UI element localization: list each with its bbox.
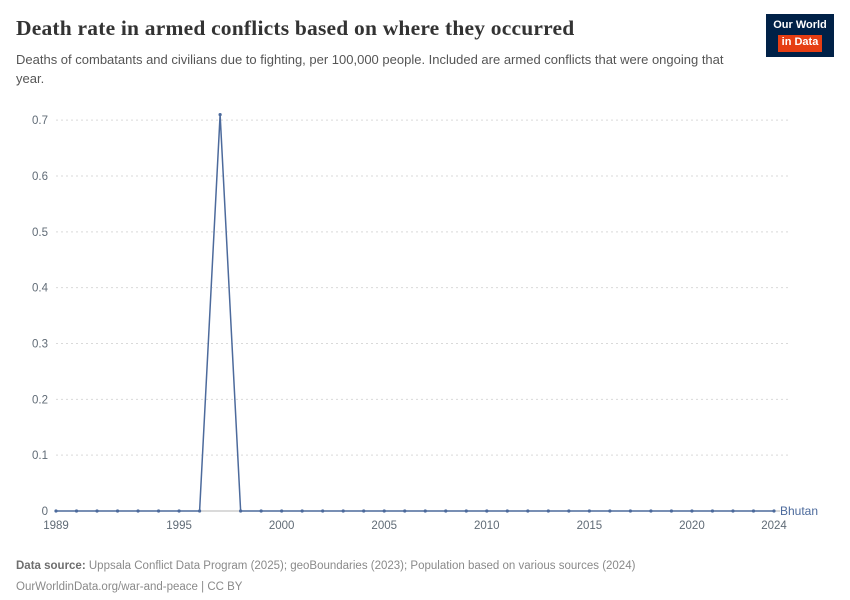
svg-text:2000: 2000 xyxy=(269,520,295,532)
chart-area: 0 0.1 0.2 0.3 0.4 0.5 0.6 0.7 1989 1995 2000 2005 20… xyxy=(16,93,834,550)
footer-link: OurWorldinData.org/war-and-peace | CC BY xyxy=(16,581,243,594)
owid-logo: Our World in Data xyxy=(766,14,834,57)
chart-header: Death rate in armed conflicts based on w… xyxy=(16,14,834,89)
svg-text:0.1: 0.1 xyxy=(32,450,48,462)
svg-text:2024: 2024 xyxy=(761,520,787,532)
svg-text:2015: 2015 xyxy=(577,520,603,532)
svg-text:0.5: 0.5 xyxy=(32,227,48,239)
svg-text:0.4: 0.4 xyxy=(32,282,49,294)
line-chart[interactable]: 0 0.1 0.2 0.3 0.4 0.5 0.6 0.7 1989 1995 2000 2005 20… xyxy=(16,93,834,545)
title-block: Death rate in armed conflicts based on w… xyxy=(16,14,736,89)
data-source-text: Uppsala Conflict Data Program (2025); ge… xyxy=(85,559,636,572)
chart-subtitle: Deaths of combatants and civilians due t… xyxy=(16,52,724,86)
svg-text:1989: 1989 xyxy=(43,520,69,532)
logo-line1: Our World xyxy=(773,19,827,31)
svg-text:0: 0 xyxy=(42,506,48,518)
svg-text:2010: 2010 xyxy=(474,520,500,532)
svg-text:2005: 2005 xyxy=(371,520,397,532)
page-title: Death rate in armed conflicts based on w… xyxy=(16,16,575,40)
logo-line2: in Data xyxy=(777,34,823,52)
svg-text:0.3: 0.3 xyxy=(32,338,48,350)
data-source-label: Data source: xyxy=(16,559,86,572)
series-label-bhutan[interactable]: Bhutan xyxy=(780,504,818,518)
chart-footer: Data source: Uppsala Conflict Data Progr… xyxy=(16,552,834,596)
svg-text:0.7: 0.7 xyxy=(32,115,48,127)
svg-text:2020: 2020 xyxy=(679,520,705,532)
svg-text:0.2: 0.2 xyxy=(32,394,48,406)
data-source-line: Data source: Uppsala Conflict Data Progr… xyxy=(16,558,834,575)
svg-text:0.6: 0.6 xyxy=(32,171,48,183)
svg-text:1995: 1995 xyxy=(166,520,192,532)
